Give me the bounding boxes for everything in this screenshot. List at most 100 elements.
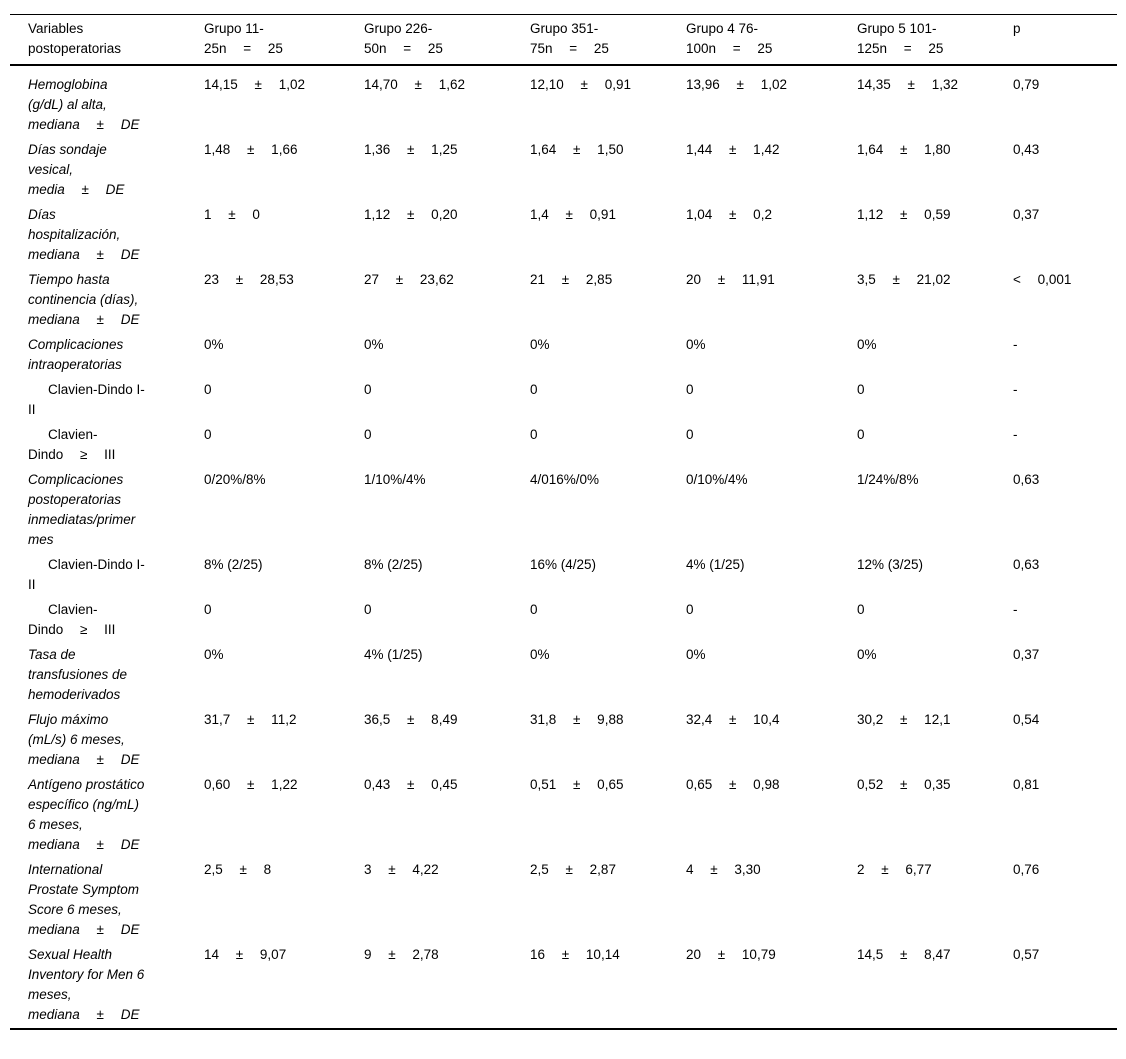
cell-p-value: < 0,001	[1013, 272, 1072, 287]
cell-p-value: 0,76	[1013, 862, 1040, 877]
page: { "table": { "header": { "columns": [ { …	[0, 14, 1126, 1059]
text-line: mediana ± DE	[28, 117, 140, 132]
cell-value: 0%	[364, 337, 384, 352]
table-row-ipss: International Prostate Symptom Score 6 mes…	[10, 858, 1117, 943]
cell-value: 0	[857, 382, 865, 397]
header-group-5: Grupo 5 101- 125n = 25	[839, 15, 995, 66]
text-line: Sexual Health	[28, 947, 113, 962]
cell-p-value: 0,37	[1013, 647, 1040, 662]
cell-value: 0	[686, 382, 694, 397]
text-line: Antígeno prostático	[28, 777, 145, 792]
text-line: Tiempo hasta	[28, 272, 110, 287]
text-line: Grupo 226-	[364, 21, 433, 36]
header-variables: Variables postoperatorias	[10, 15, 186, 66]
cell-value: 1,04 ± 0,2	[686, 207, 772, 222]
cell-value: 0	[857, 602, 865, 617]
cell-value: 23 ± 28,53	[204, 272, 294, 287]
cell-value: 12,10 ± 0,91	[530, 77, 631, 92]
row-label: Hemoglobina (g/dL) al alta, mediana ± DE	[10, 65, 186, 138]
cell-value: 4% (1/25)	[686, 557, 745, 572]
cell-value: 14,70 ± 1,62	[364, 77, 465, 92]
text-line: Clavien-Dindo I-	[48, 382, 145, 397]
text-line: 25n = 25	[204, 41, 283, 56]
cell-value: 36,5 ± 8,49	[364, 712, 458, 727]
cell-value: 2 ± 6,77	[857, 862, 932, 877]
cell-value: 4/016%/0%	[530, 472, 600, 487]
text-line: mediana ± DE	[28, 752, 140, 767]
cell-value: 1,12 ± 0,59	[857, 207, 951, 222]
text-line: Prostate Symptom	[28, 882, 140, 897]
text-line: mediana ± DE	[28, 247, 140, 262]
table-row-dias-hospitalizacion: Días hospitalización, mediana ± DE 1 ± 0 1…	[10, 203, 1117, 268]
table-row-clavien-i-ii: Clavien-Dindo I- II 0 0 0 0 0 -	[10, 378, 1117, 423]
text-line: vesical,	[28, 162, 74, 177]
cell-value: 0	[204, 602, 212, 617]
text-line: Score 6 meses,	[28, 902, 122, 917]
cell-p-value: 0,54	[1013, 712, 1040, 727]
cell-value: 0,52 ± 0,35	[857, 777, 951, 792]
text-line: Días sondaje	[28, 142, 107, 157]
cell-p-value: -	[1013, 337, 1018, 352]
text-line: Variables	[28, 21, 84, 36]
text-line: Grupo 4 76-	[686, 21, 759, 36]
text-line: hemoderivados	[28, 687, 121, 702]
text-line: 100n = 25	[686, 41, 773, 56]
cell-value: 0	[530, 382, 538, 397]
table-row-dias-sondaje: Días sondaje vesical, media ± DE 1,48 ± 1,…	[10, 138, 1117, 203]
cell-value: 30,2 ± 12,1	[857, 712, 951, 727]
cell-value: 32,4 ± 10,4	[686, 712, 780, 727]
cell-value: 0	[530, 427, 538, 442]
cell-value: 3 ± 4,22	[364, 862, 439, 877]
text-line: mediana ± DE	[28, 1007, 140, 1022]
text-line: 6 meses,	[28, 817, 83, 832]
table-row-complicaciones-intraoperatorias: Complicaciones intraoperatorias 0% 0% 0% …	[10, 333, 1117, 378]
table-row-clavien-gte-iii: Clavien- Dindo ≥ III 0 0 0 0 0 -	[10, 423, 1117, 468]
cell-value: 31,8 ± 9,88	[530, 712, 624, 727]
cell-value: 0,65 ± 0,98	[686, 777, 780, 792]
cell-value: 0	[364, 427, 372, 442]
cell-value: 2,5 ± 8	[204, 862, 272, 877]
cell-p-value: -	[1013, 427, 1018, 442]
cell-value: 0	[364, 602, 372, 617]
table-body: Hemoglobina (g/dL) al alta, mediana ± DE 1…	[10, 65, 1117, 1028]
cell-value: 1,48 ± 1,66	[204, 142, 298, 157]
cell-value: 0,43 ± 0,45	[364, 777, 458, 792]
header-group-2: Grupo 226- 50n = 25	[346, 15, 512, 66]
cell-value: 0	[204, 382, 212, 397]
text-line: intraoperatorias	[28, 357, 122, 372]
table-row-shim: Sexual Health Inventory for Men 6 meses, me…	[10, 943, 1117, 1028]
text-line: media ± DE	[28, 182, 125, 197]
row-label: Clavien- Dindo ≥ III	[10, 598, 186, 643]
text-line: (g/dL) al alta,	[28, 97, 107, 112]
text-line: mediana ± DE	[28, 922, 140, 937]
cell-value: 0/10%/4%	[686, 472, 748, 487]
cell-value: 14,15 ± 1,02	[204, 77, 305, 92]
table-row-complicaciones-postoperatorias: Complicaciones postoperatorias inmediatas/…	[10, 468, 1117, 553]
row-label: Días sondaje vesical, media ± DE	[10, 138, 186, 203]
cell-value: 12% (3/25)	[857, 557, 924, 572]
text-line: Complicaciones	[28, 472, 124, 487]
cell-value: 1,44 ± 1,42	[686, 142, 780, 157]
cell-value: 4 ± 3,30	[686, 862, 761, 877]
cell-value: 20 ± 10,79	[686, 947, 776, 962]
header-group-3: Grupo 351- 75n = 25	[512, 15, 668, 66]
cell-p-value: 0,57	[1013, 947, 1040, 962]
row-label: Días hospitalización, mediana ± DE	[10, 203, 186, 268]
cell-value: 0%	[204, 647, 224, 662]
text-line: inmediatas/primer	[28, 512, 136, 527]
cell-value: 9 ± 2,78	[364, 947, 439, 962]
cell-value: 0%	[686, 647, 706, 662]
cell-p-value: 0,43	[1013, 142, 1040, 157]
text-line: 50n = 25	[364, 41, 443, 56]
header-p: p	[995, 15, 1117, 66]
text-line: II	[28, 402, 36, 417]
text-line: específico (ng/mL)	[28, 797, 140, 812]
text-line: Días	[28, 207, 56, 222]
text-line: Dindo ≥ III	[28, 622, 116, 637]
text-line: mediana ± DE	[28, 837, 140, 852]
cell-value: 1,64 ± 1,50	[530, 142, 624, 157]
cell-value: 0	[686, 427, 694, 442]
text-line: meses,	[28, 987, 72, 1002]
table-row-hemoglobina: Hemoglobina (g/dL) al alta, mediana ± DE 1…	[10, 65, 1117, 138]
cell-value: 1,4 ± 0,91	[530, 207, 616, 222]
